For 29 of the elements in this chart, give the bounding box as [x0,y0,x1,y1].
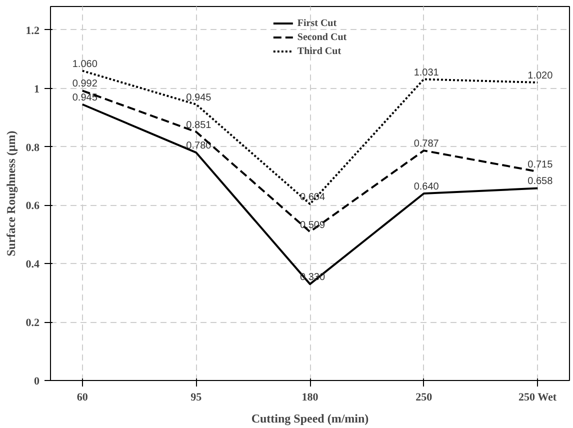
y-tick-label: 0.8 [26,142,40,154]
data-label: 0.787 [414,138,440,150]
x-tick-label: 250 [416,392,433,404]
data-label: 0.780 [186,140,212,152]
data-label: 0.945 [186,92,212,104]
data-label: 0.640 [414,182,440,192]
data-label: 0.851 [186,120,212,131]
data-label: 1.060 [72,58,98,70]
x-tick-label: 60 [76,392,88,404]
y-tick-label: 0.6 [26,200,40,212]
legend-label: First Cut [297,16,337,30]
x-tick-label: 250 Wet [518,392,557,404]
y-tick-label: 1.2 [26,24,40,37]
legend-label: Second Cut [297,30,347,44]
x-tick-label: 180 [302,392,319,404]
x-tick-label: 95 [190,392,202,404]
y-axis-title: Surface Roughness (µm) [4,130,18,256]
data-label: 0.945 [72,92,98,104]
legend-label: Third Cut [297,44,342,58]
data-label: 1.031 [414,67,440,78]
x-axis-title: Cutting Speed (m/min) [251,412,369,426]
data-label: 1.020 [528,70,554,82]
y-tick-label: 0.4 [26,258,40,271]
data-label: 0.715 [528,160,554,171]
data-label: 0.658 [528,176,554,188]
y-tick-label: 0.2 [26,317,40,330]
y-tick-label: 1 [34,83,40,96]
y-tick-label: 0 [34,376,40,388]
data-label: 0.992 [72,78,98,90]
